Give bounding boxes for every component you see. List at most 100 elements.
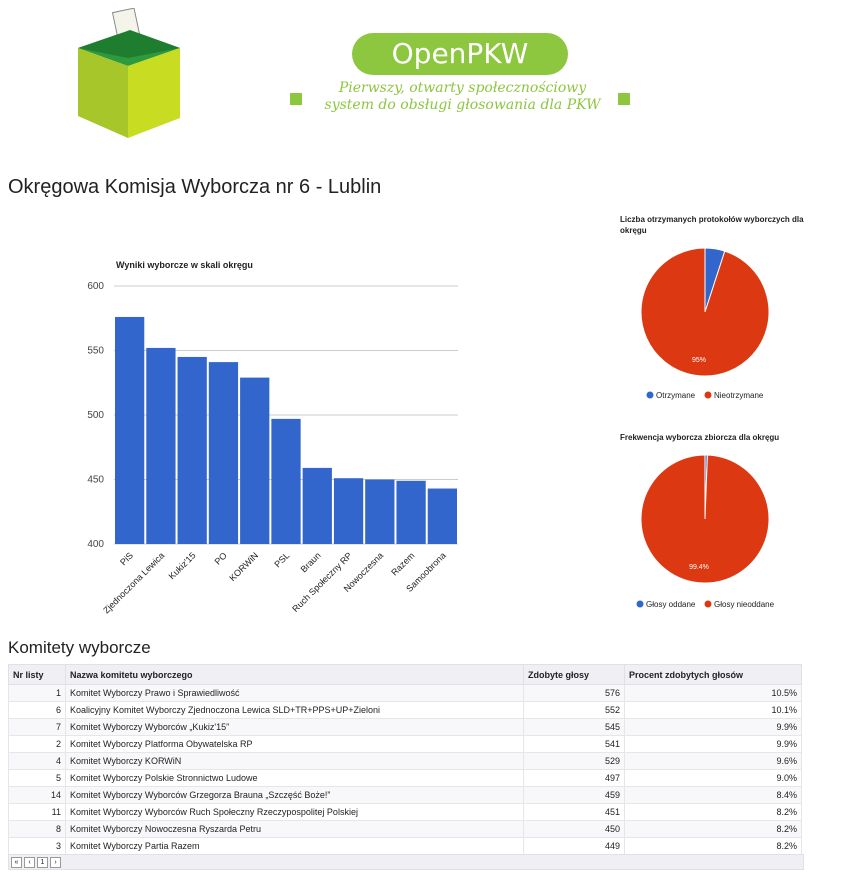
cell-committee-name: Komitet Wyborczy KORWiN [65, 752, 524, 770]
ballot-box-icon [78, 8, 180, 138]
protocols-pie-chart: Liczba otrzymanych protokołów wyborczych… [620, 215, 804, 400]
cell-percent: 9.0% [624, 769, 802, 787]
cell-list-no: 14 [8, 786, 66, 804]
cell-votes: 449 [523, 837, 625, 855]
cell-percent: 8.4% [624, 786, 802, 804]
table-row[interactable]: 2 Komitet Wyborczy Platforma Obywatelska … [8, 735, 802, 753]
bar-chart-title: Wyniki wyborcze w skali okręgu [116, 260, 253, 270]
cell-votes: 459 [523, 786, 625, 804]
y-tick-label: 550 [87, 346, 104, 357]
cell-committee-name: Komitet Wyborczy Nowoczesna Ryszarda Pet… [65, 820, 524, 838]
bar [333, 478, 364, 544]
y-tick-label: 600 [87, 281, 104, 292]
table-row[interactable]: 1 Komitet Wyborczy Prawo i Sprawiedliwość… [8, 684, 802, 702]
pager-prev-icon[interactable]: ‹ [24, 857, 35, 868]
table-row[interactable]: 3 Komitet Wyborczy Partia Razem 449 8.2% [8, 837, 802, 855]
col-header-percent[interactable]: Procent zdobytych głosów [624, 664, 802, 685]
decor-square-right [618, 93, 630, 105]
bar [177, 356, 207, 544]
pie-slice [640, 247, 770, 377]
bar [427, 488, 457, 544]
cell-percent: 9.9% [624, 735, 802, 753]
turnout-pie-chart: Frekwencja wyborcza zbiorcza dla okręgu 9… [620, 433, 779, 609]
cell-percent: 10.1% [624, 701, 802, 719]
legend-marker [646, 391, 654, 399]
table-row[interactable]: 6 Koalicyjny Komitet Wyborczy Zjednoczona… [8, 701, 802, 719]
y-tick-label: 400 [87, 539, 104, 550]
bar [365, 479, 395, 544]
cell-list-no: 8 [8, 820, 66, 838]
cell-votes: 552 [523, 701, 625, 719]
cell-list-no: 5 [8, 769, 66, 787]
bar [240, 377, 270, 544]
col-header-committee-name[interactable]: Nazwa komitetu wyborczego [65, 664, 524, 685]
tagline: Pierwszy, otwarty społecznościowy system… [300, 80, 625, 114]
pager-page-number[interactable]: 1 [37, 857, 48, 868]
legend-label: Nieotrzymane [714, 391, 764, 400]
cell-percent: 9.6% [624, 752, 802, 770]
bar [146, 347, 176, 544]
cell-list-no: 1 [8, 684, 66, 702]
decor-square-left [290, 93, 302, 105]
cell-list-no: 4 [8, 752, 66, 770]
header: OpenPKW Pierwszy, otwarty społecznościow… [0, 0, 863, 150]
table-row[interactable]: 4 Komitet Wyborczy KORWiN 529 9.6% [8, 752, 802, 770]
pie-title-line: Liczba otrzymanych protokołów wyborczych… [620, 215, 804, 224]
cell-committee-name: Komitet Wyborczy Wyborców „Kukiz'15” [65, 718, 524, 736]
x-tick-label: Ruch Społeczny RP [290, 550, 354, 614]
x-tick-label: PiS [118, 550, 135, 567]
x-tick-label: Kukiz'15 [167, 550, 198, 581]
cell-votes: 541 [523, 735, 625, 753]
cell-committee-name: Komitet Wyborczy Polskie Stronnictwo Lud… [65, 769, 524, 787]
cell-list-no: 2 [8, 735, 66, 753]
cell-votes: 576 [523, 684, 625, 702]
table-row[interactable]: 5 Komitet Wyborczy Polskie Stronnictwo Lu… [8, 769, 802, 787]
page-title: Okręgowa Komisja Wyborcza nr 6 - Lublin [8, 176, 382, 198]
pie-title-line: okręgu [620, 226, 647, 235]
legend-label: Głosy nieoddane [714, 600, 775, 609]
bar [271, 418, 301, 544]
cell-percent: 10.5% [624, 684, 802, 702]
col-header-votes[interactable]: Zdobyte głosy [523, 664, 625, 685]
x-tick-label: Braun [299, 550, 323, 574]
cell-percent: 8.2% [624, 837, 802, 855]
table-pager: «‹ 1 › [8, 854, 804, 870]
y-tick-label: 450 [87, 475, 104, 486]
table-row[interactable]: 14 Komitet Wyborczy Wyborców Grzegorza Br… [8, 786, 802, 804]
legend-label: Otrzymane [656, 391, 696, 400]
table-row[interactable]: 11 Komitet Wyborczy Wyborców Ruch Społecz… [8, 803, 802, 821]
pager-next-icon[interactable]: › [50, 857, 61, 868]
cell-committee-name: Komitet Wyborczy Prawo i Sprawiedliwość [65, 684, 524, 702]
col-header-list-no[interactable]: Nr listy [8, 664, 66, 685]
x-tick-label: Zjednoczona Lewica [101, 550, 166, 615]
y-tick-label: 500 [87, 410, 104, 421]
legend-marker [636, 600, 644, 608]
tagline-line-2: system do obsługi głosowania dla PKW [324, 97, 601, 113]
cell-percent: 9.9% [624, 718, 802, 736]
legend-marker [704, 391, 712, 399]
cell-percent: 8.2% [624, 820, 802, 838]
table-row[interactable]: 7 Komitet Wyborczy Wyborców „Kukiz'15” 545… [8, 718, 802, 736]
pie-slice [640, 454, 770, 584]
cell-votes: 497 [523, 769, 625, 787]
cell-committee-name: Koalicyjny Komitet Wyborczy Zjednoczona … [65, 701, 524, 719]
table-header-row: Nr listy Nazwa komitetu wyborczego Zdoby… [8, 664, 802, 685]
cell-list-no: 6 [8, 701, 66, 719]
x-tick-label: KORWiN [227, 550, 260, 583]
committees-title: Komitety wyborcze [8, 638, 151, 657]
pie-slice-label: 95% [692, 357, 706, 364]
cell-percent: 8.2% [624, 803, 802, 821]
bar [302, 467, 332, 544]
cell-committee-name: Komitet Wyborczy Partia Razem [65, 837, 524, 855]
pager-first-icon[interactable]: « [11, 857, 22, 868]
x-tick-label: PSL [272, 550, 291, 569]
cell-votes: 450 [523, 820, 625, 838]
cell-list-no: 3 [8, 837, 66, 855]
cell-committee-name: Komitet Wyborczy Wyborców Grzegorza Brau… [65, 786, 524, 804]
legend-marker [704, 600, 712, 608]
x-tick-label: Razem [389, 550, 416, 577]
table-row[interactable]: 8 Komitet Wyborczy Nowoczesna Ryszarda Pe… [8, 820, 802, 838]
cell-committee-name: Komitet Wyborczy Wyborców Ruch Społeczny… [65, 803, 524, 821]
brand-logo: OpenPKW [352, 33, 568, 75]
cell-list-no: 11 [8, 803, 66, 821]
